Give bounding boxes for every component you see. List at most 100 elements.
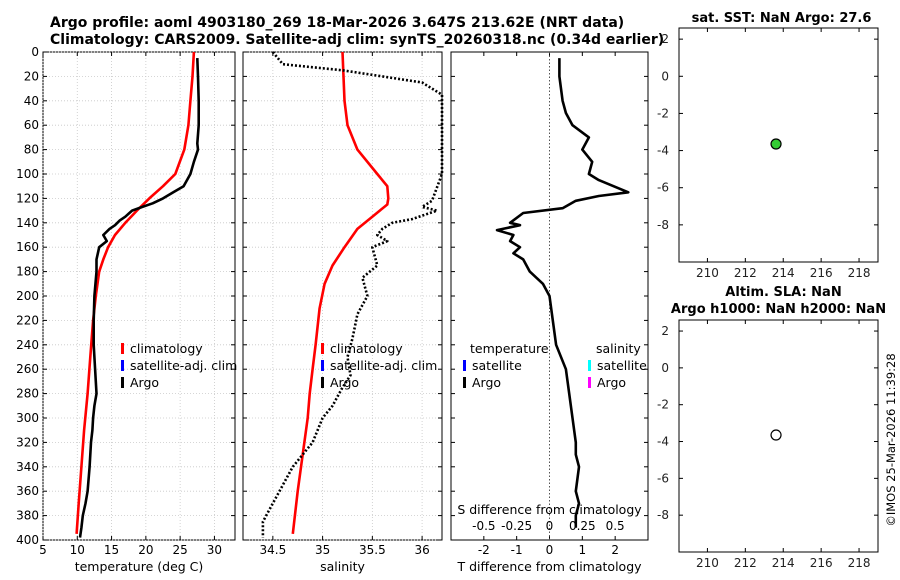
sla-ytick-label: 2 [661, 324, 669, 338]
depth-tick-label: 380 [16, 509, 39, 523]
diff-series-t-argo-clim [495, 58, 630, 528]
sst-profile-point [770, 138, 782, 150]
figure-title-line2: Climatology: CARS2009. Satellite-adj cli… [50, 32, 665, 48]
temp-xtick-label: 25 [173, 543, 188, 557]
diff-legend-s-label: satellite [597, 358, 647, 373]
temp-legend-label: Argo [130, 375, 159, 390]
temp-xlabel: temperature (deg C) [75, 559, 204, 574]
sst-xtick-label: 218 [848, 266, 871, 280]
sla-map-panel: 210 212 214 216 218 2 0 -2 -4 -6 -8 Altim. SLA: NaN… [657, 285, 886, 570]
sla-xtick-label: 210 [696, 556, 719, 570]
depth-tick-label: 80 [24, 143, 39, 157]
depth-tick-label: 120 [16, 191, 39, 205]
sal-xtick-label: 34.5 [259, 543, 286, 557]
temp-legend-swatch [121, 377, 124, 388]
sla-xtick-label: 218 [848, 556, 871, 570]
depth-tick-label: 160 [16, 240, 39, 254]
sla-title: Altim. SLA: NaN [725, 285, 841, 300]
depth-tick-label: 240 [16, 338, 39, 352]
temp-legend-label: climatology [130, 341, 203, 356]
top-xlabel: S difference from climatology [457, 502, 642, 517]
diff-legend-s-swatch [588, 360, 591, 371]
sal-xtick-label: 35.5 [359, 543, 386, 557]
depth-tick-label: 340 [16, 460, 39, 474]
depth-tick-label: 280 [16, 387, 39, 401]
top-xtick-label: 0.5 [606, 519, 625, 533]
sal-legend-swatch [321, 343, 324, 354]
depth-tick-label: 320 [16, 435, 39, 449]
temperature-panel: 5 10 15 20 25 300 20 40 60 80 100 120 140 160 180 200 22… [16, 45, 237, 574]
sst-ytick-label: -4 [657, 144, 669, 158]
depth-tick-label: 60 [24, 118, 39, 132]
diff-legend-t-label: satellite [472, 358, 522, 373]
top-xtick-label: -0.5 [472, 519, 495, 533]
diff-legend-s-swatch [588, 377, 591, 388]
sla-profile-point [770, 429, 782, 441]
diff-xtick-label: 2 [611, 543, 619, 557]
sal-legend-label: Argo [330, 375, 359, 390]
sal-series-climatology [291, 51, 390, 535]
diff-xtick-label: -2 [478, 543, 490, 557]
figure-title-line1: Argo profile: aoml 4903180_269 18-Mar-20… [50, 15, 625, 31]
depth-tick-label: 200 [16, 289, 39, 303]
temp-legend-swatch [121, 343, 124, 354]
diff-legend-s-label: salinity [596, 341, 641, 356]
sla-ytick-label: -8 [657, 508, 669, 522]
depth-tick-label: 220 [16, 313, 39, 327]
sal-legend-label: satellite-adj. clim [330, 358, 437, 373]
depth-tick-label: 20 [24, 69, 39, 83]
top-xtick-label: -0.25 [501, 519, 532, 533]
diff-legend-s-label: Argo [597, 375, 626, 390]
diff-legend-t-label: Argo [472, 375, 501, 390]
depth-tick-label: 40 [24, 94, 39, 108]
timestamp-label: ©IMOS 25-Mar-2026 11:39:28 [884, 353, 898, 526]
top-xtick-label: 0 [546, 519, 554, 533]
depth-tick-label: 100 [16, 167, 39, 181]
salinity-panel: 34.5 35 35.5 36 salinity climatology satellite… [242, 51, 444, 574]
sal-legend-swatch [321, 377, 324, 388]
depth-tick-label: 140 [16, 216, 39, 230]
sst-ytick-label: 2 [661, 32, 669, 46]
diff-legend-t-swatch [463, 377, 466, 388]
sal-xtick-label: 35 [315, 543, 330, 557]
sst-ytick-label: 0 [661, 69, 669, 83]
depth-tick-label: 260 [16, 362, 39, 376]
difference-panel: -2 -1 0 1 2 T difference from climatology S di… [450, 51, 649, 574]
top-xtick-label: 0.25 [569, 519, 596, 533]
diff-xtick-label: 1 [579, 543, 587, 557]
temp-legend-label: satellite-adj. clim [130, 358, 237, 373]
sal-legend-label: climatology [330, 341, 403, 356]
sal-legend-swatch [321, 360, 324, 371]
sla-subtitle: Argo h1000: NaN h2000: NaN [671, 302, 886, 317]
temp-xtick-label: 20 [138, 543, 153, 557]
sst-ytick-label: -2 [657, 106, 669, 120]
diff-legend-t-swatch [463, 360, 466, 371]
sla-xtick-label: 212 [734, 556, 757, 570]
temp-series-climatology [75, 51, 196, 534]
sst-xtick-label: 210 [696, 266, 719, 280]
temp-series-argo [78, 58, 200, 538]
sal-xlabel: salinity [320, 559, 365, 574]
diff-xlabel: T difference from climatology [456, 559, 642, 574]
depth-tick-label: 0 [31, 45, 39, 59]
diff-legend-t-label: temperature [470, 341, 549, 356]
sla-ytick-label: 0 [661, 361, 669, 375]
sst-map-panel: 210 212 214 216 218 2 0 -2 -4 -6 -8 sat. SST: NaN A… [657, 11, 879, 280]
temp-legend-swatch [121, 360, 124, 371]
depth-tick-label: 180 [16, 265, 39, 279]
sst-xtick-label: 216 [810, 266, 833, 280]
sst-xtick-label: 212 [734, 266, 757, 280]
sla-ytick-label: -6 [657, 471, 669, 485]
temp-xtick-label: 5 [39, 543, 47, 557]
sst-xtick-label: 214 [772, 266, 795, 280]
sal-series-argo [261, 51, 444, 538]
temp-xtick-label: 15 [104, 543, 119, 557]
diff-xtick-label: 0 [546, 543, 554, 557]
sla-ytick-label: -2 [657, 398, 669, 412]
temp-xtick-label: 10 [70, 543, 85, 557]
sla-xtick-label: 216 [810, 556, 833, 570]
diff-xtick-label: -1 [511, 543, 523, 557]
depth-tick-label: 300 [16, 411, 39, 425]
sst-title: sat. SST: NaN Argo: 27.6 [692, 11, 872, 26]
